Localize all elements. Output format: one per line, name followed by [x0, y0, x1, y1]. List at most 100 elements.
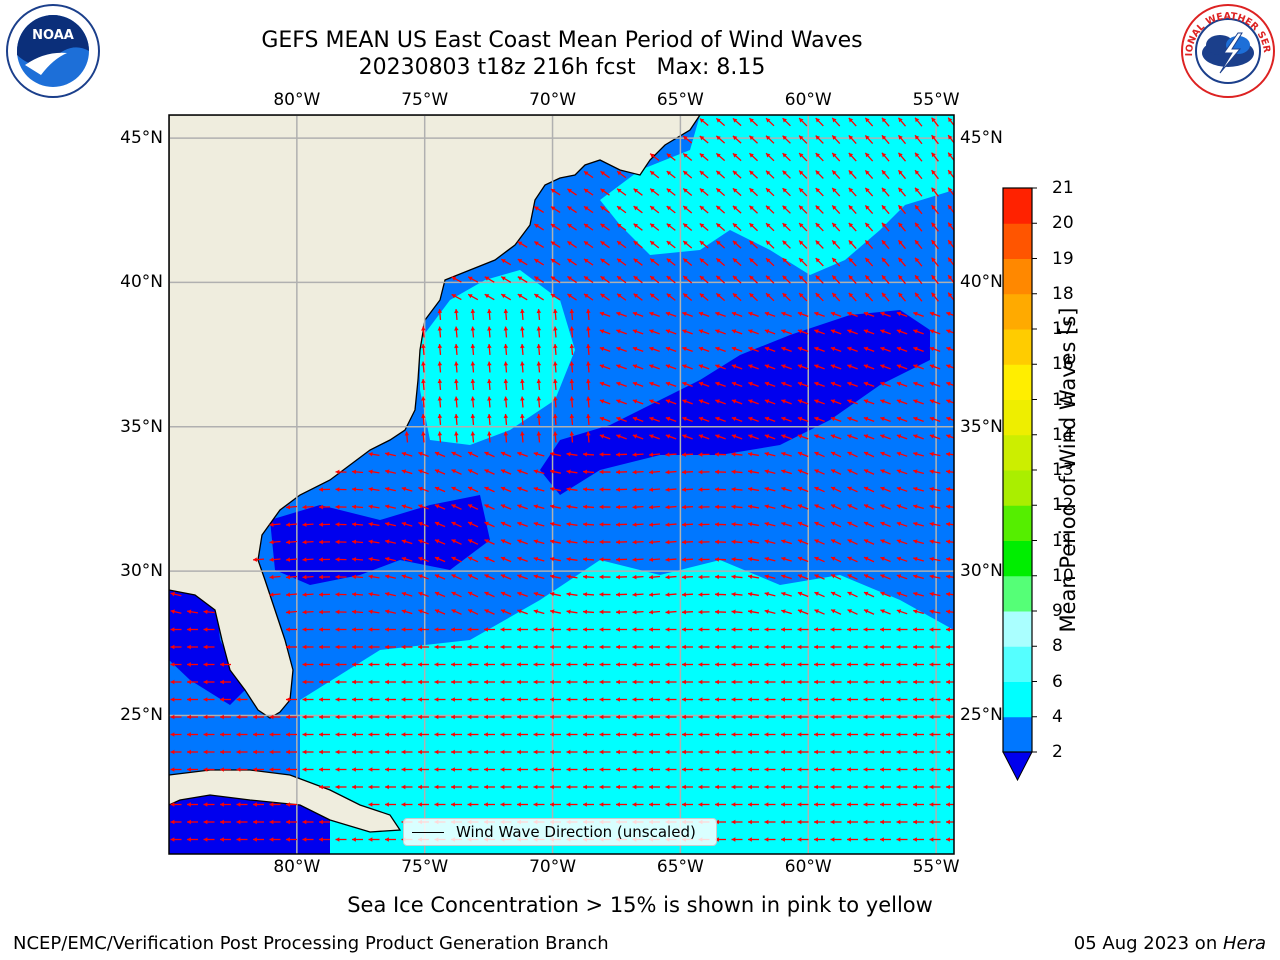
wave-arrow: [632, 434, 644, 440]
tick-label: 55°W: [912, 857, 960, 877]
wave-arrow: [319, 837, 330, 842]
wave-arrow: [616, 293, 627, 301]
wave-arrow: [583, 749, 594, 755]
wave-arrow: [536, 308, 542, 321]
wave-arrow: [454, 326, 459, 338]
wave-arrow: [748, 714, 759, 720]
wave-arrow: [698, 487, 710, 492]
wave-arrow: [599, 522, 611, 527]
wave-arrow: [434, 697, 446, 702]
wave-arrow: [929, 697, 941, 702]
wave-arrow: [385, 697, 396, 702]
wave-arrow: [437, 378, 443, 391]
wave-arrow: [748, 311, 759, 317]
wave-arrow: [913, 451, 924, 457]
wave-arrow: [781, 767, 792, 772]
wave-arrow: [520, 326, 525, 338]
colorbar-segment: [1003, 505, 1032, 541]
wave-arrow: [931, 257, 939, 267]
wave-arrow: [352, 784, 363, 790]
legend-line-icon: [412, 832, 444, 833]
wave-arrow: [863, 732, 875, 737]
wave-arrow: [648, 592, 661, 597]
wave-arrow: [864, 204, 874, 215]
wave-arrow: [484, 609, 495, 615]
wave-arrow: [945, 469, 954, 475]
wave-arrow: [698, 329, 710, 335]
wave-arrow: [566, 784, 578, 790]
wave-arrow: [665, 399, 677, 405]
wave-arrow: [451, 609, 462, 615]
wave-arrow: [470, 378, 476, 391]
wave-arrow: [815, 257, 824, 267]
wave-arrow: [830, 574, 842, 580]
wave-arrow: [351, 469, 364, 475]
wave-arrow: [847, 802, 858, 807]
wave-arrow: [401, 784, 413, 790]
wave-arrow: [863, 591, 875, 598]
wave-arrow: [847, 346, 858, 352]
wave-arrow: [682, 311, 693, 317]
wave-arrow: [319, 627, 330, 632]
wave-arrow: [451, 521, 462, 528]
wave-arrow: [682, 697, 693, 702]
wave-arrow: [731, 644, 743, 650]
wave-arrow: [665, 679, 677, 685]
wave-arrow: [302, 504, 314, 510]
wave-arrow: [220, 749, 231, 755]
wave-arrow: [649, 802, 660, 807]
wave-arrow: [632, 574, 644, 580]
wave-arrow: [187, 662, 198, 667]
wave-arrow: [319, 767, 330, 772]
wave-arrow: [220, 732, 231, 737]
wave-arrow: [797, 329, 809, 335]
wave-arrow: [649, 170, 660, 179]
wave-arrow: [814, 819, 825, 825]
wave-arrow: [665, 487, 677, 492]
tick-label: 35°N: [120, 416, 163, 437]
wave-arrow: [665, 416, 677, 422]
wave-arrow: [913, 416, 924, 422]
wave-arrow: [566, 662, 578, 667]
wave-arrow: [533, 591, 545, 597]
wave-arrow: [847, 697, 858, 702]
wave-arrow: [302, 574, 314, 580]
wave-arrow: [582, 487, 595, 492]
wave-arrow: [863, 469, 875, 475]
wave-arrow: [863, 574, 875, 580]
wave-arrow: [470, 343, 476, 356]
wave-arrow: [665, 539, 677, 545]
wave-arrow: [682, 293, 693, 301]
wave-arrow: [681, 592, 694, 597]
wave-arrow: [418, 504, 429, 510]
wave-arrow: [782, 152, 791, 162]
wave-arrow: [451, 486, 462, 493]
tick-label: 40°N: [120, 272, 163, 293]
wave-arrow: [533, 732, 545, 737]
wave-arrow: [814, 697, 825, 702]
wave-arrow: [500, 556, 512, 563]
wave-arrow: [714, 539, 727, 545]
wave-arrow: [401, 714, 413, 720]
wave-arrow: [931, 152, 939, 162]
tick-label: 35°N: [960, 416, 1003, 437]
wave-arrow: [798, 222, 808, 232]
wave-arrow: [747, 486, 760, 492]
wave-arrow: [814, 784, 825, 790]
wave-arrow: [533, 539, 545, 545]
wave-arrow: [731, 627, 743, 632]
footer-date: 05 Aug 2023 on Hera: [1074, 933, 1266, 955]
wave-arrow: [848, 239, 857, 250]
wave-arrow: [236, 837, 248, 842]
wave-arrow: [467, 767, 479, 772]
wave-arrow: [847, 574, 858, 580]
wave-arrow: [487, 343, 492, 356]
wave-arrow: [599, 364, 611, 370]
wave-arrow: [533, 504, 545, 510]
wave-arrow: [434, 714, 446, 720]
wave-arrow: [781, 662, 792, 667]
wave-arrow: [830, 802, 842, 807]
wave-arrow: [831, 205, 841, 214]
wave-arrow: [302, 522, 314, 527]
wave-arrow: [368, 732, 380, 737]
